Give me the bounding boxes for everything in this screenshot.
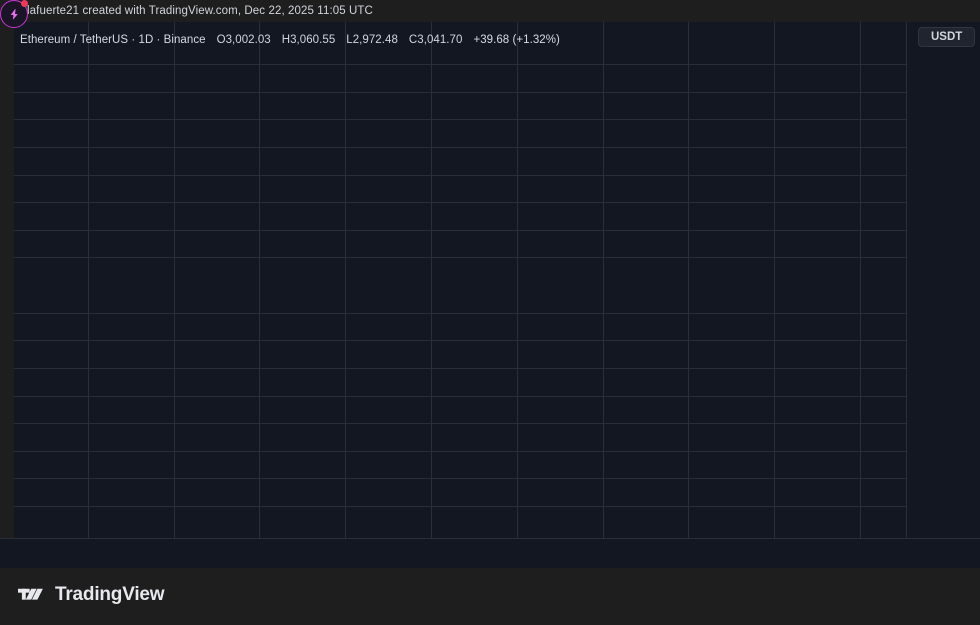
legend-close: C3,041.70 [408, 33, 463, 46]
candlestick-series [14, 22, 906, 538]
chart-gridlines [14, 22, 906, 538]
tradingview-wordmark: TradingView [55, 584, 165, 605]
alert-dot-icon [21, 0, 28, 7]
time-axis[interactable] [0, 538, 980, 569]
price-axis[interactable]: USDT [906, 22, 980, 538]
lightning-bolt-icon[interactable] [0, 0, 28, 28]
legend-open: O3,002.03 [216, 33, 271, 46]
chart-left-gutter [0, 22, 14, 538]
footer-bar: TradingView [0, 568, 980, 625]
tradingview-mark-icon [18, 588, 43, 600]
legend-change: +39.68 (+1.32%) [473, 33, 560, 46]
attribution-bar: svillafuerte21 created with TradingView.… [0, 0, 980, 22]
legend-symbol[interactable]: Ethereum / TetherUS · 1D · Binance [20, 33, 206, 46]
chart-plot-area[interactable] [14, 22, 906, 538]
price-axis-unit[interactable]: USDT [918, 27, 976, 47]
chart-legend[interactable]: Ethereum / TetherUS · 1D · Binance O3,00… [20, 32, 560, 47]
bolt-glyph [10, 8, 18, 20]
legend-high: H3,060.55 [281, 33, 336, 46]
legend-low: L2,972.48 [346, 33, 398, 46]
tradingview-logo[interactable]: TradingView [18, 584, 165, 606]
